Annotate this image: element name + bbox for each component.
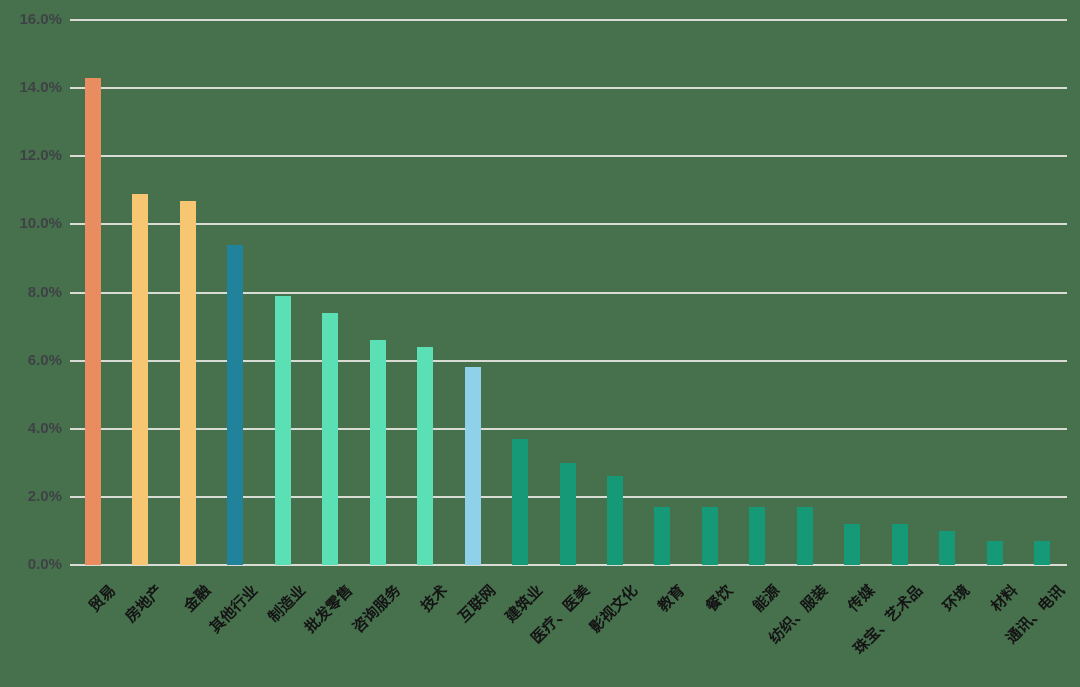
chart-bar-16 [796,507,813,565]
chart-bar-18 [891,524,908,565]
y-axis-tick-label: 0.0% [27,556,62,573]
chart-bar-4 [227,244,244,565]
gridline [70,87,1067,90]
gridline [70,155,1067,158]
chart-bar-21 [1034,541,1050,565]
x-axis-label: 咨询服务 [349,582,404,637]
x-axis-label: 材料 [987,582,1021,616]
y-axis-tick-label: 10.0% [19,215,62,233]
x-axis-label: 金融 [180,582,215,616]
x-axis-label: 房地产 [122,582,167,626]
x-axis-label: 传媒 [845,582,879,616]
gridline [70,19,1067,21]
x-axis-label: 互联网 [454,582,499,626]
chart-bar-12 [606,476,623,565]
x-axis-label: 餐饮 [702,582,737,616]
gridline [70,564,1067,566]
y-axis-tick-label: 8.0% [27,283,62,301]
x-axis-label: 能源 [750,582,784,616]
chart-bar-9 [464,367,481,565]
chart-bar-5 [274,295,291,565]
chart-bar-2 [132,193,149,565]
chart-bar-8 [417,347,434,565]
x-axis-label: 技术 [418,582,452,616]
x-axis-label: 影视文化 [586,582,642,637]
chart-bar-20 [986,541,1003,565]
x-axis-label: 环境 [940,582,974,616]
chart-bar-6 [322,312,339,565]
chart-bar-17 [844,524,861,565]
chart-bar-15 [749,507,766,565]
x-axis-label: 教育 [655,582,689,616]
y-axis-tick-label: 6.0% [27,351,62,369]
x-axis-label: 其他行业 [207,582,262,637]
chart-bar-19 [939,530,956,565]
y-axis-tick-label: 16.0% [19,11,62,28]
y-axis-tick-label: 12.0% [19,147,62,165]
x-axis-label: 批发零售 [301,582,357,637]
gridline [70,359,1067,362]
chart-bar-1 [85,77,101,565]
chart-bar-11 [559,462,576,565]
chart-bar-3 [179,200,196,565]
chart-bar-7 [369,340,386,565]
gridline [70,291,1067,294]
y-axis-tick-label: 14.0% [19,79,62,97]
x-axis-label: 贸易 [85,582,120,616]
chart-bar-10 [512,438,529,565]
chart-bar-13 [654,507,671,565]
y-axis-tick-label: 2.0% [27,487,62,505]
chart-bar-14 [701,507,718,565]
y-axis-tick-label: 4.0% [27,419,62,437]
gridline [70,223,1067,226]
gridline [70,427,1067,430]
